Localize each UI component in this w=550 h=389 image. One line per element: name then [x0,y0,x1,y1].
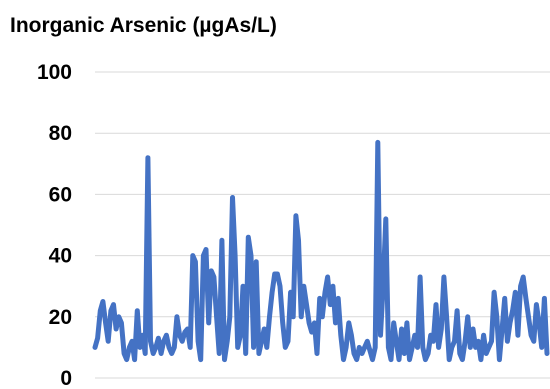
gridlines [95,71,550,379]
y-tick-label: 20 [49,306,72,329]
y-tick-label: 80 [49,122,72,145]
y-axis-tick-labels: 0 20 40 60 80 100 [37,61,72,389]
chart-title: Inorganic Arsenic (µgAs/L) [10,14,277,37]
series-lines [92,139,550,363]
series-line-0 [92,139,550,363]
y-tick-label: 100 [37,61,72,84]
y-tick-label: 60 [49,183,72,206]
y-tick-label: 40 [49,245,72,268]
y-tick-label: 0 [60,367,72,389]
